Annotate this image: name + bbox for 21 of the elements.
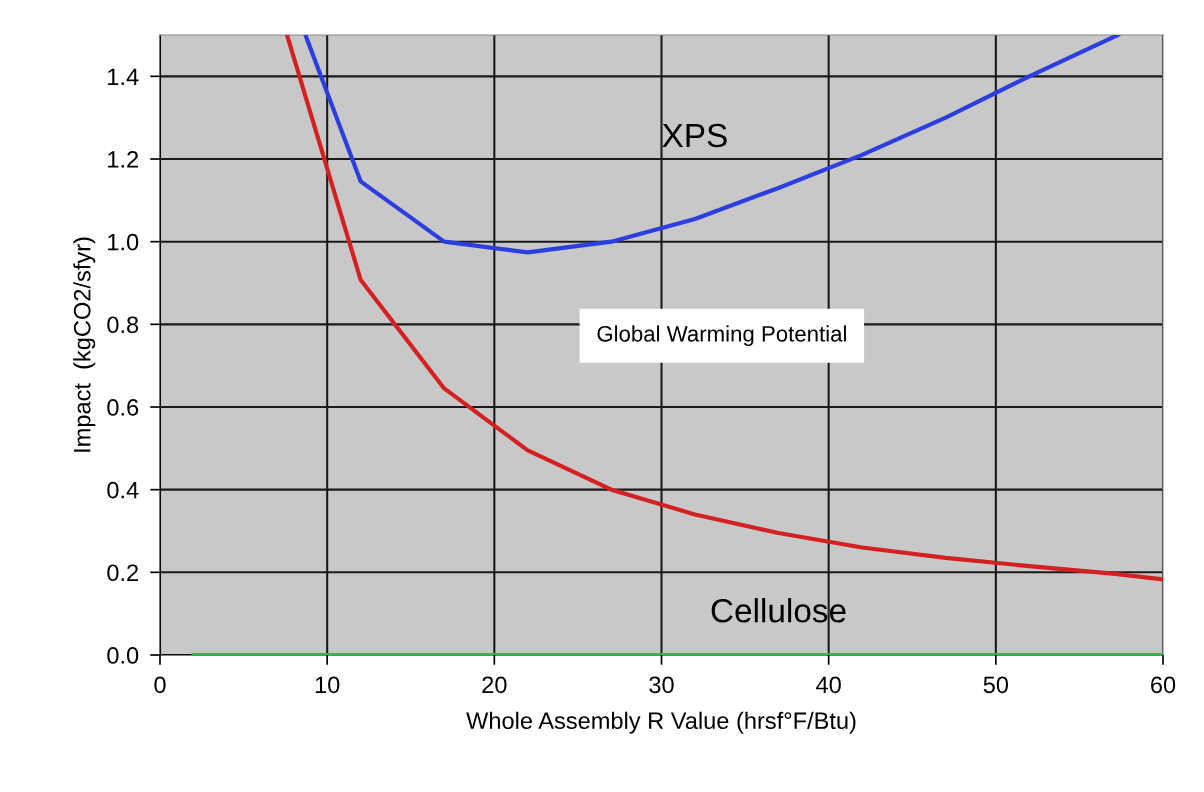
x-tick-label: 30 <box>649 676 674 694</box>
line-series <box>284 35 1163 582</box>
text: Global Warming Potential <box>597 325 846 347</box>
x-tick-label: 60 <box>1151 676 1176 694</box>
y-tick-label: 0.2 <box>107 564 138 582</box>
y-tick-label: 0.8 <box>107 316 139 334</box>
series-label: XPS <box>662 123 727 148</box>
y-axis-title: Impact (kgCO2/sfyr) <box>73 237 96 452</box>
x-tick-label: 50 <box>983 676 1009 694</box>
x-tick-label: 40 <box>816 676 841 694</box>
x-tick-label: 0 <box>154 676 166 694</box>
y-tick-label: 0.6 <box>107 399 139 416</box>
y-tick-label: 1.2 <box>108 151 138 168</box>
y-tick-label: 0.0 <box>107 647 139 664</box>
y-tick-label: 1.0 <box>108 233 139 251</box>
y-tick-label: 0.4 <box>107 481 139 499</box>
x-axis-title: Whole Assembly R Value (hrsf°F/Btu) <box>466 711 856 734</box>
y-tick-label: 1.4 <box>108 68 139 85</box>
x-tick-label: 20 <box>482 676 507 694</box>
line-series <box>303 35 1120 255</box>
x-tick-label: 10 <box>315 676 340 694</box>
